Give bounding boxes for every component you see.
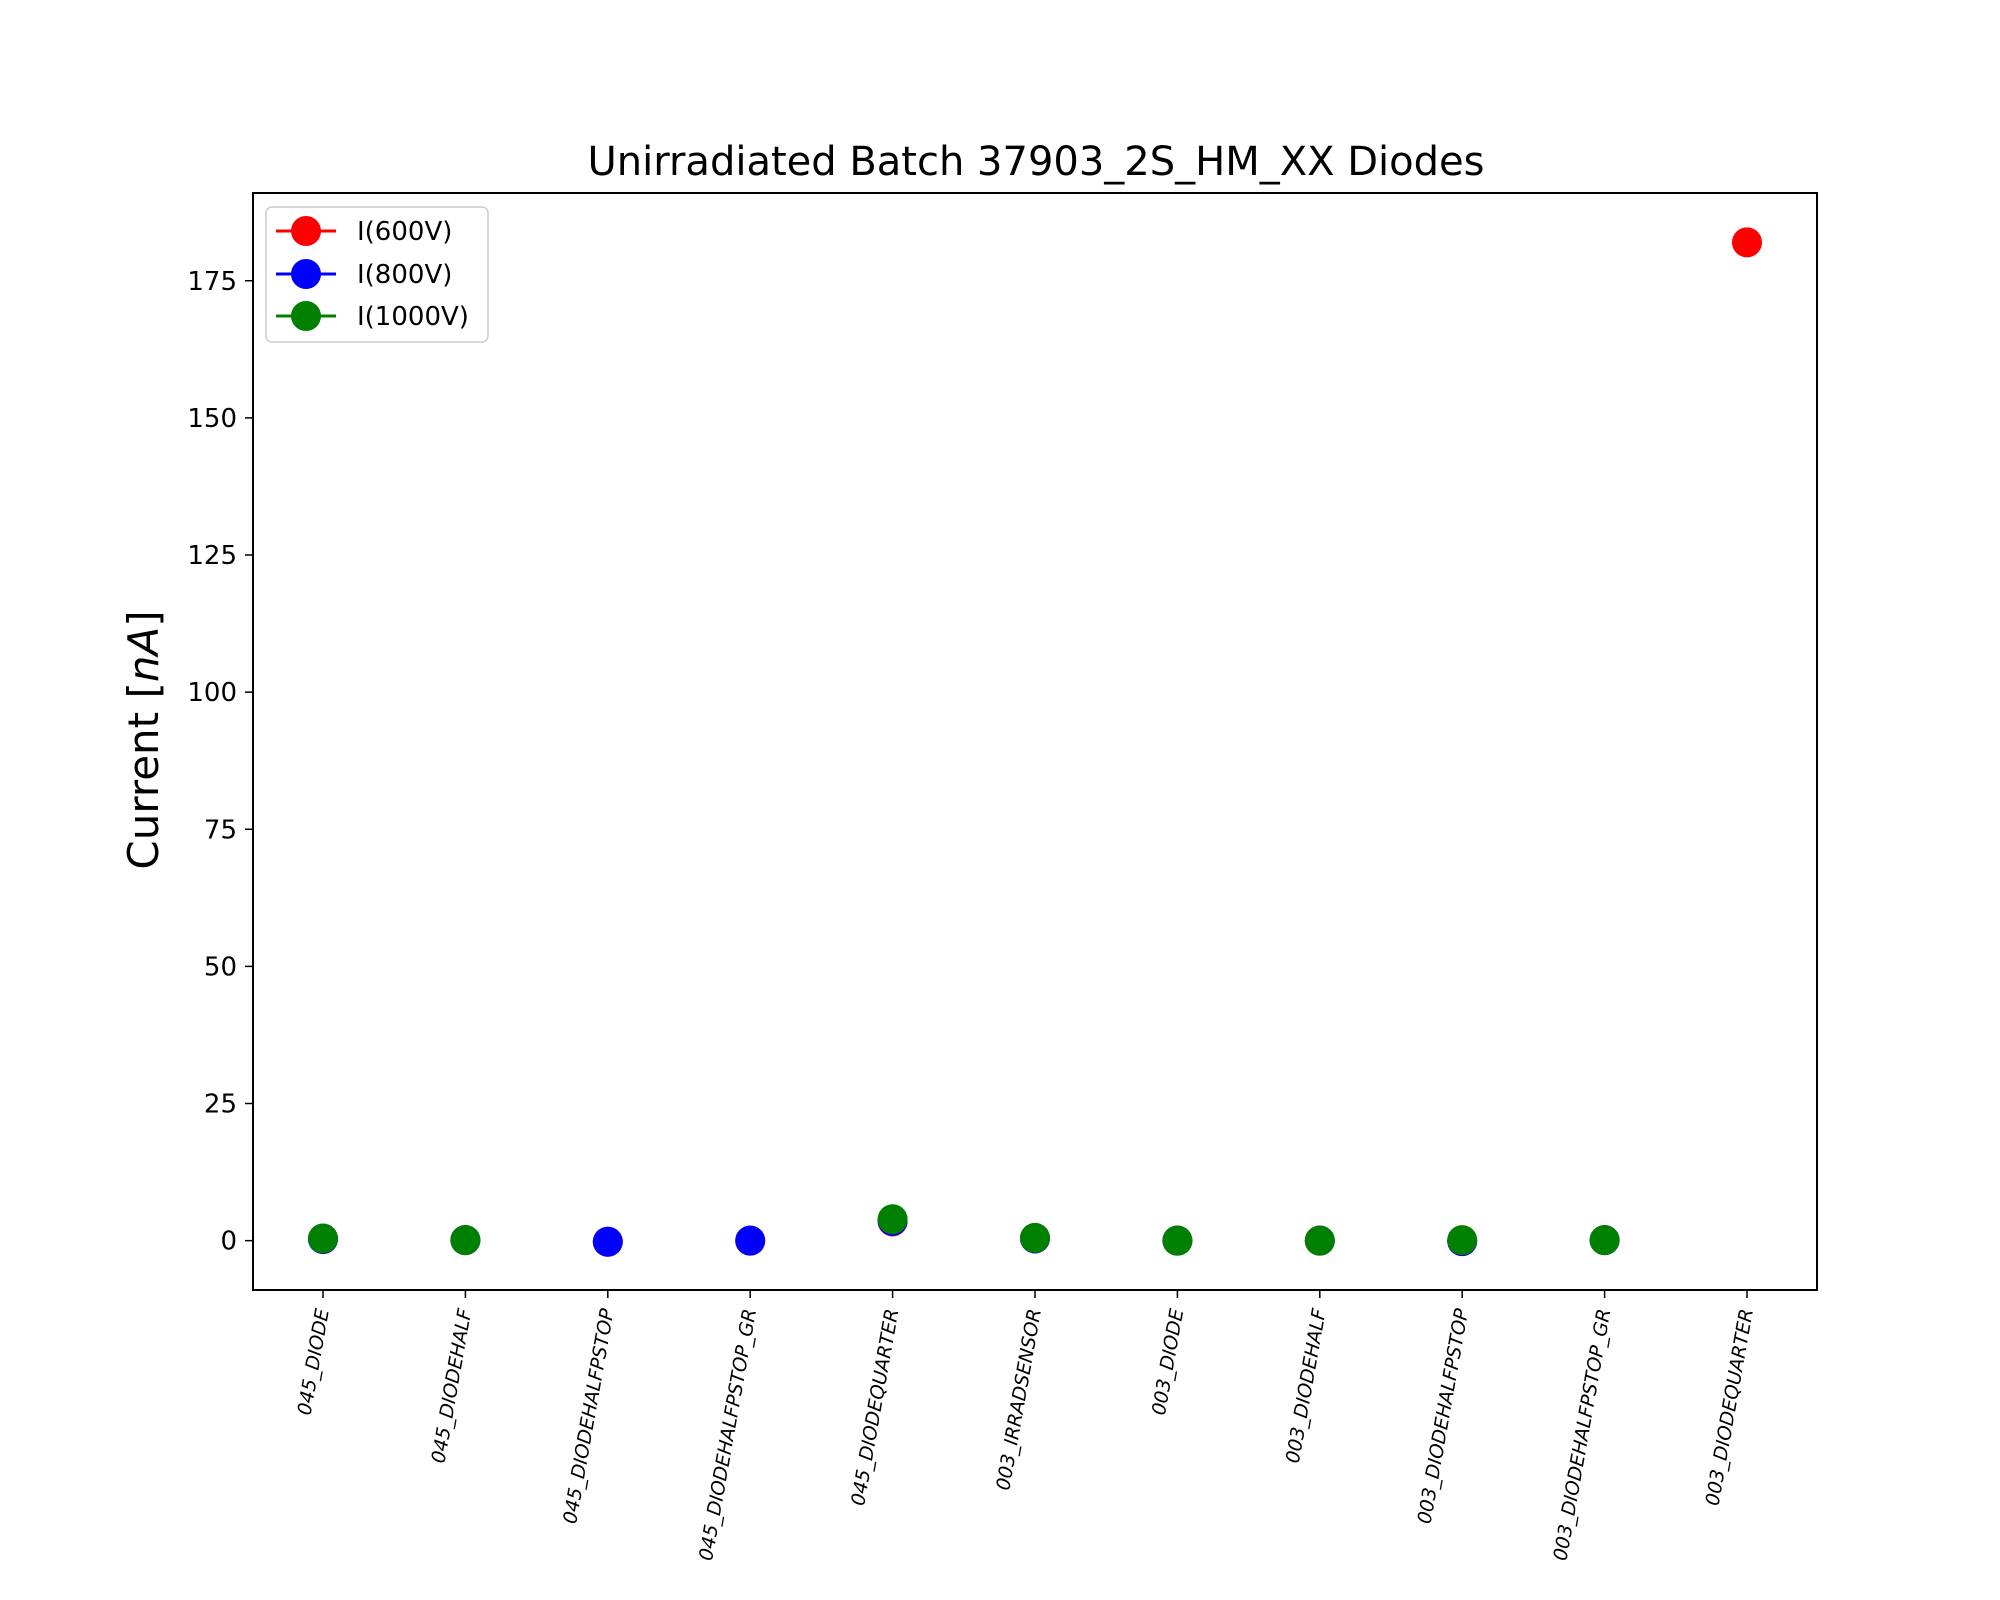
- legend: I(600V) I(800V) I(1000V): [265, 206, 489, 343]
- data-point: [735, 1225, 766, 1256]
- legend-label: I(600V): [357, 217, 452, 247]
- legend-box: [265, 206, 489, 343]
- legend-entry: I(1000V): [276, 301, 469, 332]
- chart-title: Unirradiated Batch 37903_2S_HM_XX Diodes: [588, 139, 1485, 185]
- y-tick-label: 75: [204, 815, 237, 845]
- data-point: [1020, 1222, 1050, 1253]
- data-point: [308, 1223, 338, 1254]
- y-tick-label: 0: [220, 1227, 237, 1257]
- data-point: [1162, 1225, 1193, 1256]
- y-tick-label: 150: [187, 404, 237, 434]
- legend-entry: I(600V): [276, 216, 452, 247]
- legend-entry: I(800V): [276, 259, 452, 290]
- data-point: [1732, 227, 1762, 258]
- legend-marker: [291, 216, 321, 246]
- y-tick-label: 125: [187, 541, 237, 571]
- y-tick-label: 100: [187, 678, 237, 708]
- legend-label: I(800V): [357, 260, 452, 290]
- y-axis-label: Current [nA]: [119, 610, 168, 869]
- y-tick-label: 25: [204, 1090, 237, 1120]
- data-point: [1447, 1225, 1478, 1256]
- axes-frame: [252, 192, 1818, 1291]
- y-tick-label: 175: [187, 267, 237, 297]
- data-point: [592, 1226, 623, 1257]
- data-point: [877, 1204, 908, 1235]
- legend-marker: [291, 301, 321, 331]
- data-point: [1304, 1225, 1335, 1256]
- legend-label: I(1000V): [357, 302, 469, 332]
- data-point: [1589, 1225, 1620, 1256]
- legend-marker: [291, 259, 321, 289]
- data-point: [450, 1225, 481, 1256]
- y-tick-label: 50: [204, 952, 237, 982]
